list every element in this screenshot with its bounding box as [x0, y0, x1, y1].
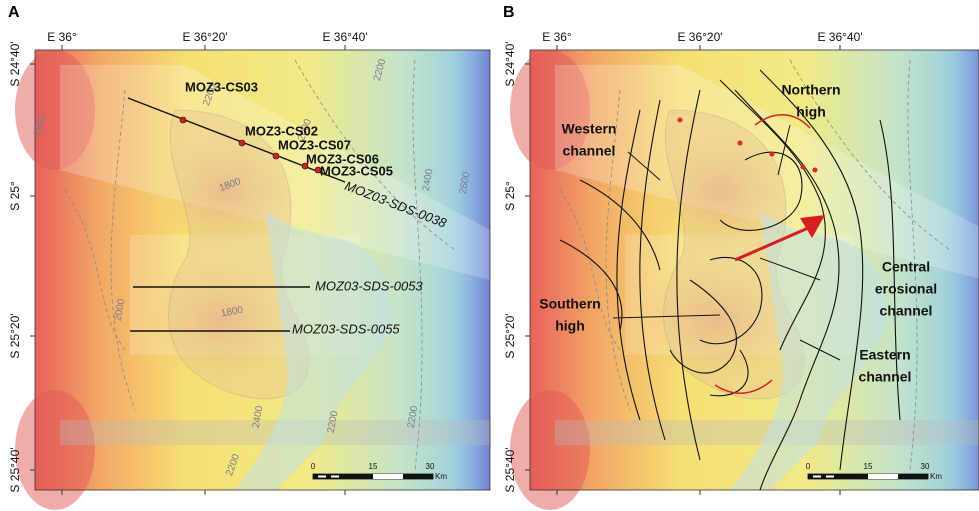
x-label: E 36°40' [817, 30, 862, 44]
scale-label: 30 [426, 462, 435, 471]
panel-a [14, 49, 491, 511]
y-label: S 25°40' [8, 447, 22, 492]
x-label: E 36°40' [322, 30, 367, 44]
scale-label: 15 [864, 462, 873, 471]
scale-bar [331, 475, 339, 478]
panel-label: A [8, 4, 20, 21]
scale-bar [813, 475, 821, 478]
scale-label: 15 [369, 462, 378, 471]
scale-bar [373, 474, 403, 479]
station-point [301, 162, 309, 170]
scale-label: 30 [921, 462, 930, 471]
profile-line [127, 97, 346, 183]
map-frame [529, 49, 979, 491]
y-label: S 24°40' [503, 41, 517, 86]
station-label: MOZ3-CS07 [278, 137, 351, 152]
contour-label: 2600 [458, 171, 473, 195]
station-label: MOZ3-CS05 [320, 163, 393, 178]
arrow [754, 114, 811, 129]
contour-label: 1800 [220, 305, 244, 320]
contour-label: 2400 [251, 405, 266, 429]
y-label: S 25°40' [503, 447, 517, 492]
scale-label: 0 [806, 462, 811, 471]
flow-arrow [734, 223, 816, 262]
panel-label: B [503, 4, 515, 21]
scale-bar [808, 474, 868, 479]
contour-label: 2200 [326, 410, 341, 434]
feature-label: channel [563, 143, 616, 159]
x-label: E 36°20' [677, 30, 722, 44]
profile-line [130, 286, 310, 332]
contour-label: 2000 [113, 298, 128, 322]
feature-label: high [796, 104, 826, 120]
y-label: S 25°20' [503, 313, 517, 358]
station-point [179, 116, 187, 124]
station-point [314, 166, 322, 174]
contour-label: 2400 [421, 168, 436, 192]
feature-label: Southern [539, 296, 600, 312]
leader-line [612, 124, 841, 361]
scale-unit: Km [930, 472, 942, 481]
feature-label: channel [880, 303, 933, 319]
scale-bar [898, 474, 928, 479]
feature-label: high [555, 318, 585, 334]
arrow [714, 379, 773, 394]
dots [677, 117, 818, 173]
panel-b [509, 49, 979, 511]
station-point [272, 152, 280, 160]
contour-label: 2200 [406, 405, 421, 429]
feature-label: erosional [875, 281, 937, 297]
x-label: E 36° [47, 30, 77, 44]
scale-label: 0 [311, 462, 316, 471]
map-frame [34, 49, 491, 491]
station-label: MOZ3-CS06 [306, 151, 379, 166]
feature-label: Eastern [859, 347, 910, 363]
feature-label: Northern [781, 82, 840, 98]
scale-bar [868, 474, 898, 479]
profile-label: MOZ03-SDS-0053 [315, 278, 423, 293]
profile-label: MOZ03-SDS-0055 [292, 321, 400, 336]
scale-bar [826, 475, 834, 478]
feature-label: Central [882, 259, 930, 275]
scale-bar [403, 474, 433, 479]
station-point [238, 139, 246, 147]
x-label: E 36° [542, 30, 572, 44]
scale-unit: Km [435, 472, 447, 481]
y-label: S 25° [503, 181, 517, 211]
station-label: MOZ3-CS02 [245, 123, 318, 138]
station-label: MOZ3-CS03 [185, 79, 258, 94]
y-label: S 24°40' [8, 41, 22, 86]
arrow-head [800, 215, 825, 238]
feature-label: Western [562, 121, 617, 137]
scale-bar [318, 475, 326, 478]
x-label: E 36°20' [182, 30, 227, 44]
y-label: S 25°20' [8, 313, 22, 358]
y-label: S 25° [8, 181, 22, 211]
feature-label: channel [859, 369, 912, 385]
scale-bar [313, 474, 373, 479]
